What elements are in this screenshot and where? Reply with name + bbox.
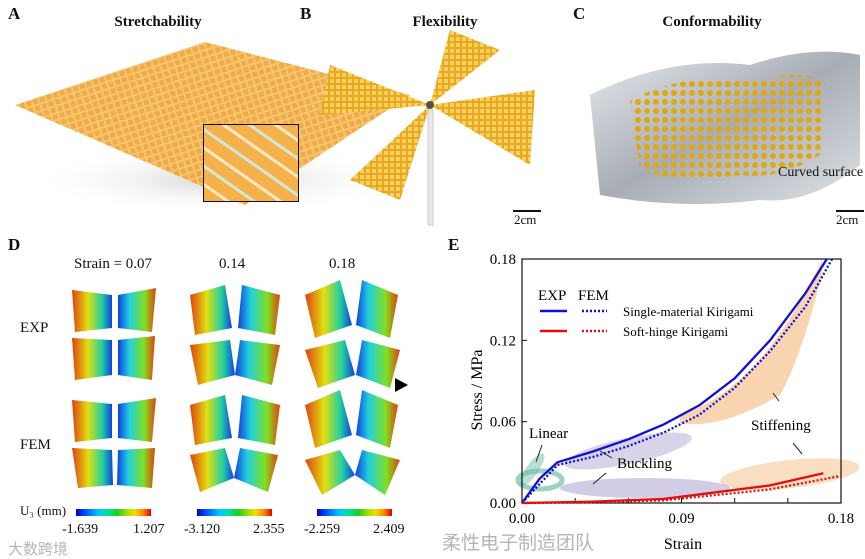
- fem-0.07: [72, 398, 156, 488]
- scale-bar: [513, 210, 541, 212]
- linear-region: [519, 453, 545, 487]
- y-tick-label: 0.18: [490, 252, 516, 268]
- colorbar-min: -2.259: [304, 522, 341, 537]
- watermark: 大数跨境: [8, 540, 69, 558]
- panel-b-scale: 2cm: [514, 212, 537, 227]
- stiffening-region: [680, 260, 822, 425]
- series-line-2: [521, 472, 824, 505]
- panel-c-scale: 2cm: [836, 212, 859, 227]
- panel-c-label: C: [573, 4, 586, 23]
- watermark: 柔性电子制造团队: [442, 532, 595, 554]
- panel-c-title: Conformability: [662, 14, 762, 30]
- buckling-region: [560, 478, 730, 498]
- panel-d-label: D: [8, 235, 21, 254]
- panel-b-label: B: [300, 4, 312, 23]
- y-axis-label: Stress / MPa: [469, 350, 486, 431]
- scale-bar: [836, 210, 864, 212]
- colorbar: [76, 509, 151, 516]
- exp-0.07: [72, 288, 156, 380]
- x-tick-label: 0.18: [828, 511, 854, 527]
- x-tick-label: 0.09: [668, 511, 694, 527]
- annotation-arrows: [535, 392, 803, 485]
- legend-entry: Single-material Kirigami: [623, 304, 754, 319]
- x-tick-label: 0.00: [509, 511, 535, 527]
- panel-e-label: E: [448, 235, 460, 254]
- colorbar: [197, 509, 272, 516]
- kirigami-deformation-maps: [70, 280, 408, 495]
- series-line-1: [521, 258, 834, 504]
- x-axis-label: Strain: [664, 536, 702, 553]
- legend-entry: Soft-hinge Kirigami: [623, 324, 728, 339]
- colorbar-min: -3.120: [184, 522, 221, 537]
- exp-row-label: EXP: [20, 320, 49, 336]
- region-highlights: [515, 260, 860, 498]
- annotation-buckling: Buckling: [617, 456, 672, 472]
- annotation-stiffening: Stiffening: [751, 418, 811, 434]
- panel-a-title: Stretchability: [114, 14, 202, 30]
- curved-surface-label: Curved surface: [778, 165, 864, 180]
- colorbar-max: 1.207: [133, 522, 165, 537]
- colorbar: [317, 509, 392, 516]
- series-line-3: [521, 474, 842, 505]
- exp-0.14: [190, 285, 280, 385]
- stiffening-region: [720, 458, 860, 490]
- linear-region: [515, 468, 565, 492]
- strain-label: 0.14: [219, 256, 246, 272]
- curved-surface-image: [590, 51, 860, 205]
- y-tick-label: 0.12: [490, 333, 516, 349]
- exp-0.18: [305, 280, 400, 388]
- colorbar-max: 2.355: [253, 522, 285, 537]
- arrow-right-icon: [395, 378, 408, 392]
- legend-header-exp: EXP: [538, 288, 566, 304]
- panel-b-title: Flexibility: [412, 14, 478, 30]
- colorbar-max: 2.409: [373, 522, 405, 537]
- inset-zoom-image: [203, 124, 299, 202]
- y-tick-label: 0.06: [490, 415, 517, 431]
- y-tick-label: 0.00: [490, 496, 516, 512]
- colorbar-min: -1.639: [62, 522, 99, 537]
- annotation-linear: Linear: [529, 426, 568, 442]
- buckling-region: [564, 432, 692, 470]
- legend-header-fem: FEM: [578, 288, 609, 304]
- strain-label: 0.18: [329, 256, 356, 272]
- fem-0.18: [305, 390, 400, 495]
- fem-0.14: [190, 395, 280, 492]
- panel-a-label: A: [8, 4, 21, 23]
- fem-row-label: FEM: [20, 437, 51, 453]
- colorbar-label: U₃ (mm): [20, 503, 67, 518]
- pinwheel-image: [320, 30, 535, 226]
- series-line-0: [521, 258, 828, 504]
- strain-label: Strain = 0.07: [74, 256, 153, 272]
